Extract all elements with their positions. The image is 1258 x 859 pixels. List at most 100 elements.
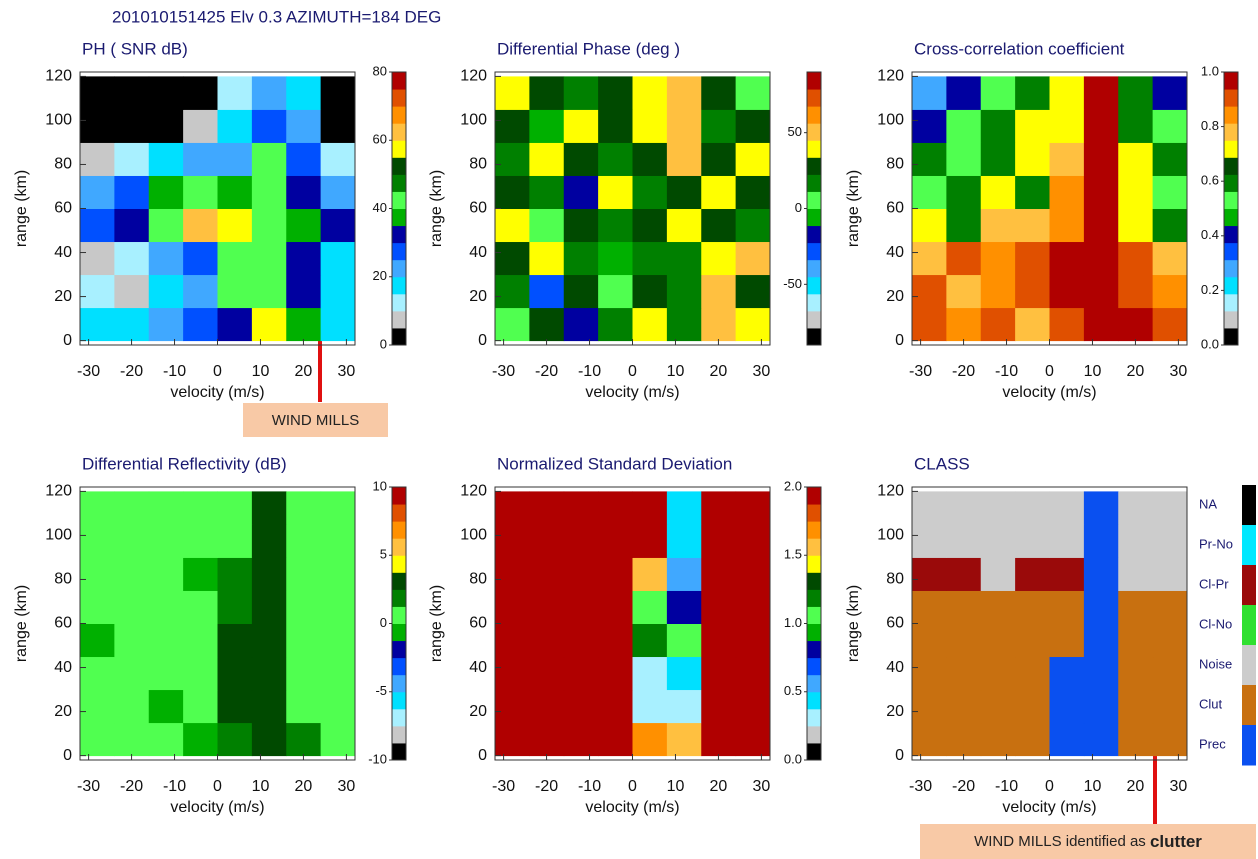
x-tick-label: -10 <box>995 778 1018 795</box>
x-tick-label: 0 <box>628 363 637 380</box>
heatmap-cell <box>912 142 947 176</box>
colorbar-step <box>1224 72 1238 90</box>
heatmap-cell <box>183 689 218 724</box>
chart-title: PH ( SNR dB) <box>82 39 188 58</box>
heatmap-cell <box>701 109 737 143</box>
heatmap-cell <box>598 274 633 309</box>
heatmap-cell <box>320 623 356 658</box>
heatmap-cell <box>1118 491 1154 525</box>
colorbar-step <box>807 259 821 278</box>
heatmap-cell <box>980 274 1016 309</box>
x-tick-label: -10 <box>578 363 601 380</box>
heatmap-cell <box>529 491 565 525</box>
colorbar-step <box>807 487 821 505</box>
heatmap-cell <box>286 722 322 757</box>
heatmap-cell <box>114 656 150 691</box>
heatmap-cell <box>980 623 1016 658</box>
heatmap-cell <box>251 524 287 558</box>
colorbar-step <box>807 674 821 693</box>
heatmap-cell <box>80 656 115 691</box>
y-tick-label: 60 <box>54 615 72 632</box>
colorbar-step <box>807 72 821 90</box>
heatmap-cell <box>735 689 771 724</box>
heatmap-cell <box>912 109 947 143</box>
heatmap-cell <box>529 623 565 658</box>
heatmap-cell <box>1118 109 1154 143</box>
heatmap-cell <box>320 208 356 243</box>
heatmap-cell <box>1049 590 1085 624</box>
heatmap-cell <box>183 623 218 658</box>
heatmap-cell <box>1015 689 1050 724</box>
heatmap-cell <box>1152 307 1188 342</box>
heatmap-cell <box>1118 557 1154 591</box>
heatmap-cell <box>735 590 771 624</box>
heatmap-cell <box>598 590 633 624</box>
heatmap-cell <box>183 208 218 243</box>
heatmap-cell <box>183 241 218 276</box>
annotation-text: WIND MILLS <box>271 411 360 429</box>
colorbar-step <box>392 89 406 107</box>
heatmap-cell <box>114 208 150 243</box>
heatmap-cell <box>148 307 184 342</box>
colorbar-step <box>1224 293 1238 312</box>
heatmap-cell <box>632 307 668 342</box>
heatmap-cell <box>632 241 668 276</box>
heatmap-cell <box>80 590 115 624</box>
heatmap-cell <box>320 241 356 276</box>
heatmap-cell <box>217 208 253 243</box>
heatmap-cell <box>217 689 253 724</box>
chart-title: Differential Phase (deg ) <box>497 39 680 58</box>
x-tick-label: 0 <box>1045 363 1054 380</box>
heatmap-cell <box>563 656 599 691</box>
x-tick-label: 10 <box>667 363 685 380</box>
heatmap-cell <box>946 524 982 558</box>
heatmap-cell <box>495 689 530 724</box>
heatmap-cell <box>148 623 184 658</box>
y-tick-label: 100 <box>45 112 72 129</box>
heatmap-cell <box>1083 274 1119 309</box>
colorbar-step <box>392 623 406 642</box>
x-tick-label: 20 <box>295 363 313 380</box>
heatmap-cell <box>114 590 150 624</box>
heatmap-cell <box>632 656 668 691</box>
heatmap-cell <box>735 623 771 658</box>
y-tick-label: 0 <box>478 332 487 349</box>
heatmap-cell <box>632 491 668 525</box>
heatmap-cell <box>148 76 184 110</box>
colorbar-step <box>392 72 406 90</box>
legend-label: Clut <box>1199 696 1223 711</box>
heatmap-cell <box>286 491 322 525</box>
heatmap-cell <box>148 656 184 691</box>
y-tick-label: 60 <box>54 200 72 217</box>
colorbar-step <box>807 225 821 244</box>
heatmap-cell <box>320 590 356 624</box>
heatmap-cell <box>114 241 150 276</box>
colorbar-step <box>1224 310 1238 329</box>
y-tick-label: 40 <box>54 244 72 261</box>
heatmap-cell <box>735 241 771 276</box>
heatmap-cell <box>1152 524 1188 558</box>
colorbar-step <box>392 191 406 209</box>
y-tick-label: 100 <box>877 527 904 544</box>
heatmap-cell <box>666 722 702 757</box>
heatmap-cell <box>1083 208 1119 243</box>
colorbar-step <box>392 674 406 693</box>
colorbar-step <box>392 708 406 727</box>
heatmap-cell <box>114 76 150 110</box>
heatmap-cell <box>529 689 565 724</box>
heatmap-cell <box>666 524 702 558</box>
heatmap-cell <box>980 557 1016 591</box>
heatmap-cell <box>980 524 1016 558</box>
heatmap-cell <box>1083 76 1119 110</box>
heatmap-cell <box>80 722 115 757</box>
heatmap-cell <box>980 307 1016 342</box>
heatmap-cell <box>1049 76 1085 110</box>
colorbar-tick-label: 1.5 <box>784 547 802 562</box>
heatmap-cell <box>1049 524 1085 558</box>
heatmap-cell <box>1015 208 1050 243</box>
heatmap-cell <box>1015 274 1050 309</box>
colorbar-tick-label: 10 <box>373 478 387 493</box>
chart-title: Differential Reflectivity (dB) <box>82 454 287 473</box>
legend-label: Cl-No <box>1199 616 1232 631</box>
y-axis-label: range (km) <box>428 585 445 662</box>
